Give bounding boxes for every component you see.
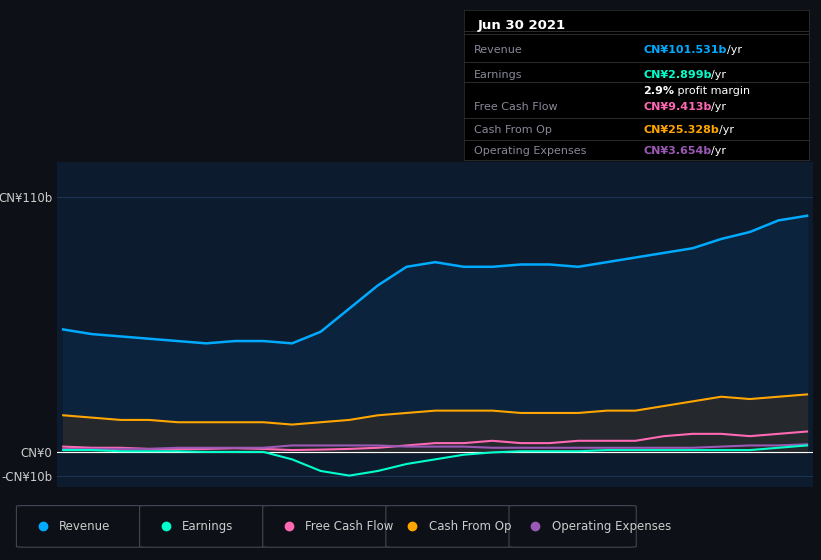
Text: profit margin: profit margin [673, 86, 750, 96]
FancyBboxPatch shape [263, 506, 390, 547]
FancyBboxPatch shape [140, 506, 267, 547]
Text: CN¥101.531b: CN¥101.531b [643, 45, 727, 55]
Text: /yr: /yr [712, 102, 727, 112]
Text: Operating Expenses: Operating Expenses [475, 146, 586, 156]
Text: CN¥9.413b: CN¥9.413b [643, 102, 712, 112]
Text: Earnings: Earnings [182, 520, 234, 533]
Text: CN¥3.654b: CN¥3.654b [643, 146, 712, 156]
Text: /yr: /yr [727, 45, 741, 55]
Text: Free Cash Flow: Free Cash Flow [475, 102, 557, 112]
FancyBboxPatch shape [16, 506, 144, 547]
Text: Earnings: Earnings [475, 70, 523, 80]
FancyBboxPatch shape [509, 506, 636, 547]
Text: Jun 30 2021: Jun 30 2021 [478, 18, 566, 31]
Text: Cash From Op: Cash From Op [429, 520, 511, 533]
FancyBboxPatch shape [386, 506, 513, 547]
Text: Revenue: Revenue [475, 45, 523, 55]
Text: CN¥2.899b: CN¥2.899b [643, 70, 712, 80]
Text: /yr: /yr [712, 146, 727, 156]
Text: 2.9%: 2.9% [643, 86, 674, 96]
Text: /yr: /yr [719, 125, 734, 136]
Text: /yr: /yr [712, 70, 727, 80]
Text: Free Cash Flow: Free Cash Flow [305, 520, 394, 533]
Text: Cash From Op: Cash From Op [475, 125, 552, 136]
Text: CN¥25.328b: CN¥25.328b [643, 125, 719, 136]
Text: Operating Expenses: Operating Expenses [552, 520, 671, 533]
Text: Revenue: Revenue [59, 520, 111, 533]
